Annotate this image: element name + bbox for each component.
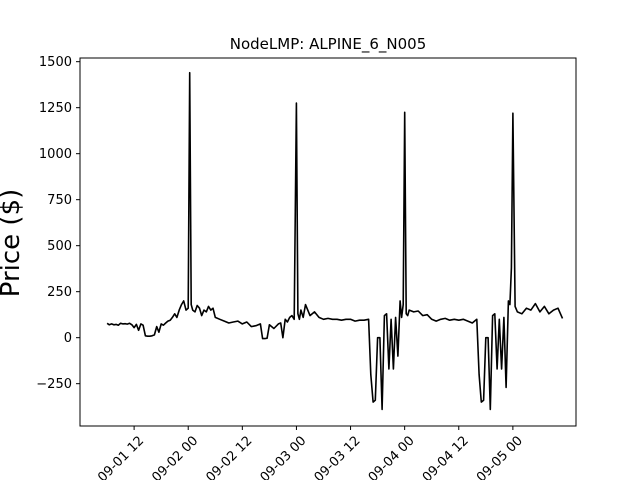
y-tick-label: 1500	[39, 55, 72, 70]
axes-frame	[79, 57, 577, 427]
y-tick-label: 1250	[39, 101, 72, 116]
y-axis: −250 0 250 500 750 1000 1250 1500	[36, 55, 80, 392]
y-axis-label: Price ($)	[0, 189, 26, 298]
chart-title: NodeLMP: ALPINE_6_N005	[230, 35, 427, 54]
y-tick-label: 0	[64, 331, 72, 346]
y-tick-label: 750	[47, 193, 72, 208]
series-line	[106, 71, 564, 411]
y-tick-label: 500	[47, 239, 72, 254]
y-tick-label: −250	[36, 377, 72, 392]
y-tick-label: 1000	[39, 147, 72, 162]
y-tick-label: 250	[47, 285, 72, 300]
